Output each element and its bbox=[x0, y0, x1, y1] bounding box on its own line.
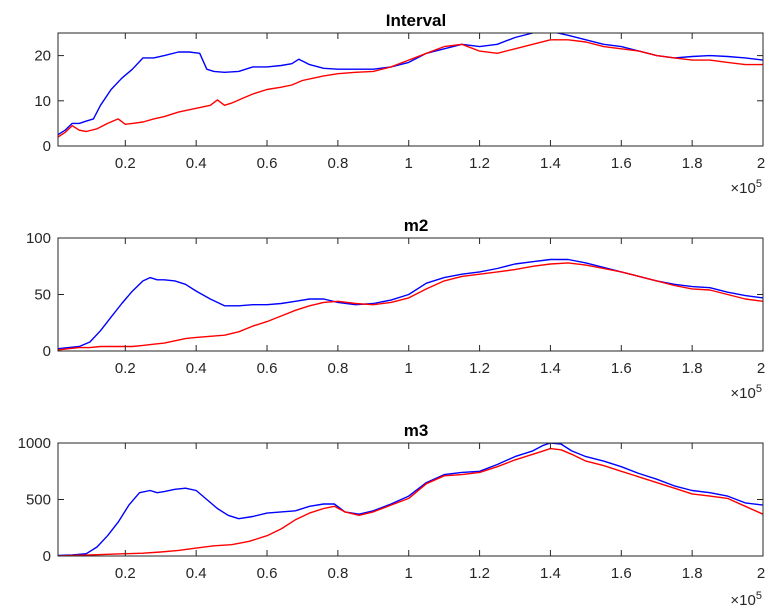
x-tick-label: 0.2 bbox=[115, 155, 136, 172]
x-tick-label: 0.4 bbox=[186, 360, 207, 377]
x-tick-label: 1.2 bbox=[469, 565, 490, 582]
x-tick-label: 0.2 bbox=[115, 565, 136, 582]
y-tick-label: 0 bbox=[43, 343, 51, 360]
y-tick-label: 0 bbox=[43, 138, 51, 155]
series-line-blue bbox=[58, 443, 763, 556]
x-tick-label: 0.2 bbox=[115, 360, 136, 377]
x-tick-label: 1.6 bbox=[611, 360, 632, 377]
subplot-title: Interval bbox=[386, 11, 446, 30]
x-tick-label: 1.8 bbox=[682, 155, 703, 172]
x-tick-label: 2 bbox=[757, 565, 765, 582]
axes-frame bbox=[57, 237, 764, 352]
x-tick-label: 1 bbox=[405, 360, 413, 377]
x-multiplier: ×105 bbox=[730, 383, 762, 402]
y-tick-label: 50 bbox=[34, 287, 51, 304]
axes-frame bbox=[57, 32, 764, 147]
axes-frame bbox=[57, 442, 764, 557]
series-line-red bbox=[58, 262, 763, 351]
x-tick-label: 0.8 bbox=[327, 155, 348, 172]
y-tick-label: 10 bbox=[34, 93, 51, 110]
x-multiplier: ×105 bbox=[730, 590, 762, 609]
x-tick-label: 1 bbox=[405, 565, 413, 582]
x-tick-label: 1.8 bbox=[682, 565, 703, 582]
x-tick-label: 1 bbox=[405, 155, 413, 172]
series-line-red bbox=[58, 39, 763, 138]
x-tick-label: 2 bbox=[757, 155, 765, 172]
subplot-interval: Interval 0.2 0.4 0.6 0.8 1 1.2 1.4 1.6 1.8 201020… bbox=[34, 11, 765, 197]
subplot-title: m2 bbox=[404, 216, 429, 235]
x-tick-label: 1.6 bbox=[611, 155, 632, 172]
y-tick-label: 500 bbox=[26, 492, 51, 509]
x-tick-label: 0.4 bbox=[186, 155, 207, 172]
x-multiplier: ×105 bbox=[730, 178, 762, 197]
x-tick-label: 2 bbox=[757, 360, 765, 377]
x-tick-label: 1.4 bbox=[540, 360, 561, 377]
x-tick-label: 1.4 bbox=[540, 155, 561, 172]
subplot-m2: m2 0.2 0.4 0.6 0.8 1 1.2 1.4 1.6 1.8 2 0 50 100 ×105 bbox=[26, 216, 765, 402]
series-line-blue bbox=[58, 258, 763, 350]
series-line-red bbox=[58, 447, 763, 556]
x-tick-label: 1.8 bbox=[682, 360, 703, 377]
y-tick-label: 100 bbox=[26, 230, 51, 247]
y-tick-label: 1000 bbox=[18, 435, 51, 452]
x-tick-label: 0.6 bbox=[257, 155, 278, 172]
x-tick-label: 1.6 bbox=[611, 565, 632, 582]
x-tick-label: 0.8 bbox=[327, 565, 348, 582]
x-tick-label: 0.4 bbox=[186, 565, 207, 582]
series-line-blue bbox=[58, 33, 763, 136]
x-tick-label: 1.2 bbox=[469, 155, 490, 172]
x-tick-label: 0.6 bbox=[257, 565, 278, 582]
x-tick-label: 1.2 bbox=[469, 360, 490, 377]
x-tick-label: 1.4 bbox=[540, 565, 561, 582]
x-tick-label: 0.6 bbox=[257, 360, 278, 377]
subplot-m3: m3 0.2 0.4 0.6 0.8 1 1.2 1.4 1.6 1.8 2 0 500 1000 ×1… bbox=[18, 421, 766, 609]
y-tick-label: 0 bbox=[43, 548, 51, 565]
y-tick-label: 20 bbox=[34, 48, 51, 65]
subplot-title: m3 bbox=[404, 421, 429, 440]
x-tick-label: 0.8 bbox=[327, 360, 348, 377]
